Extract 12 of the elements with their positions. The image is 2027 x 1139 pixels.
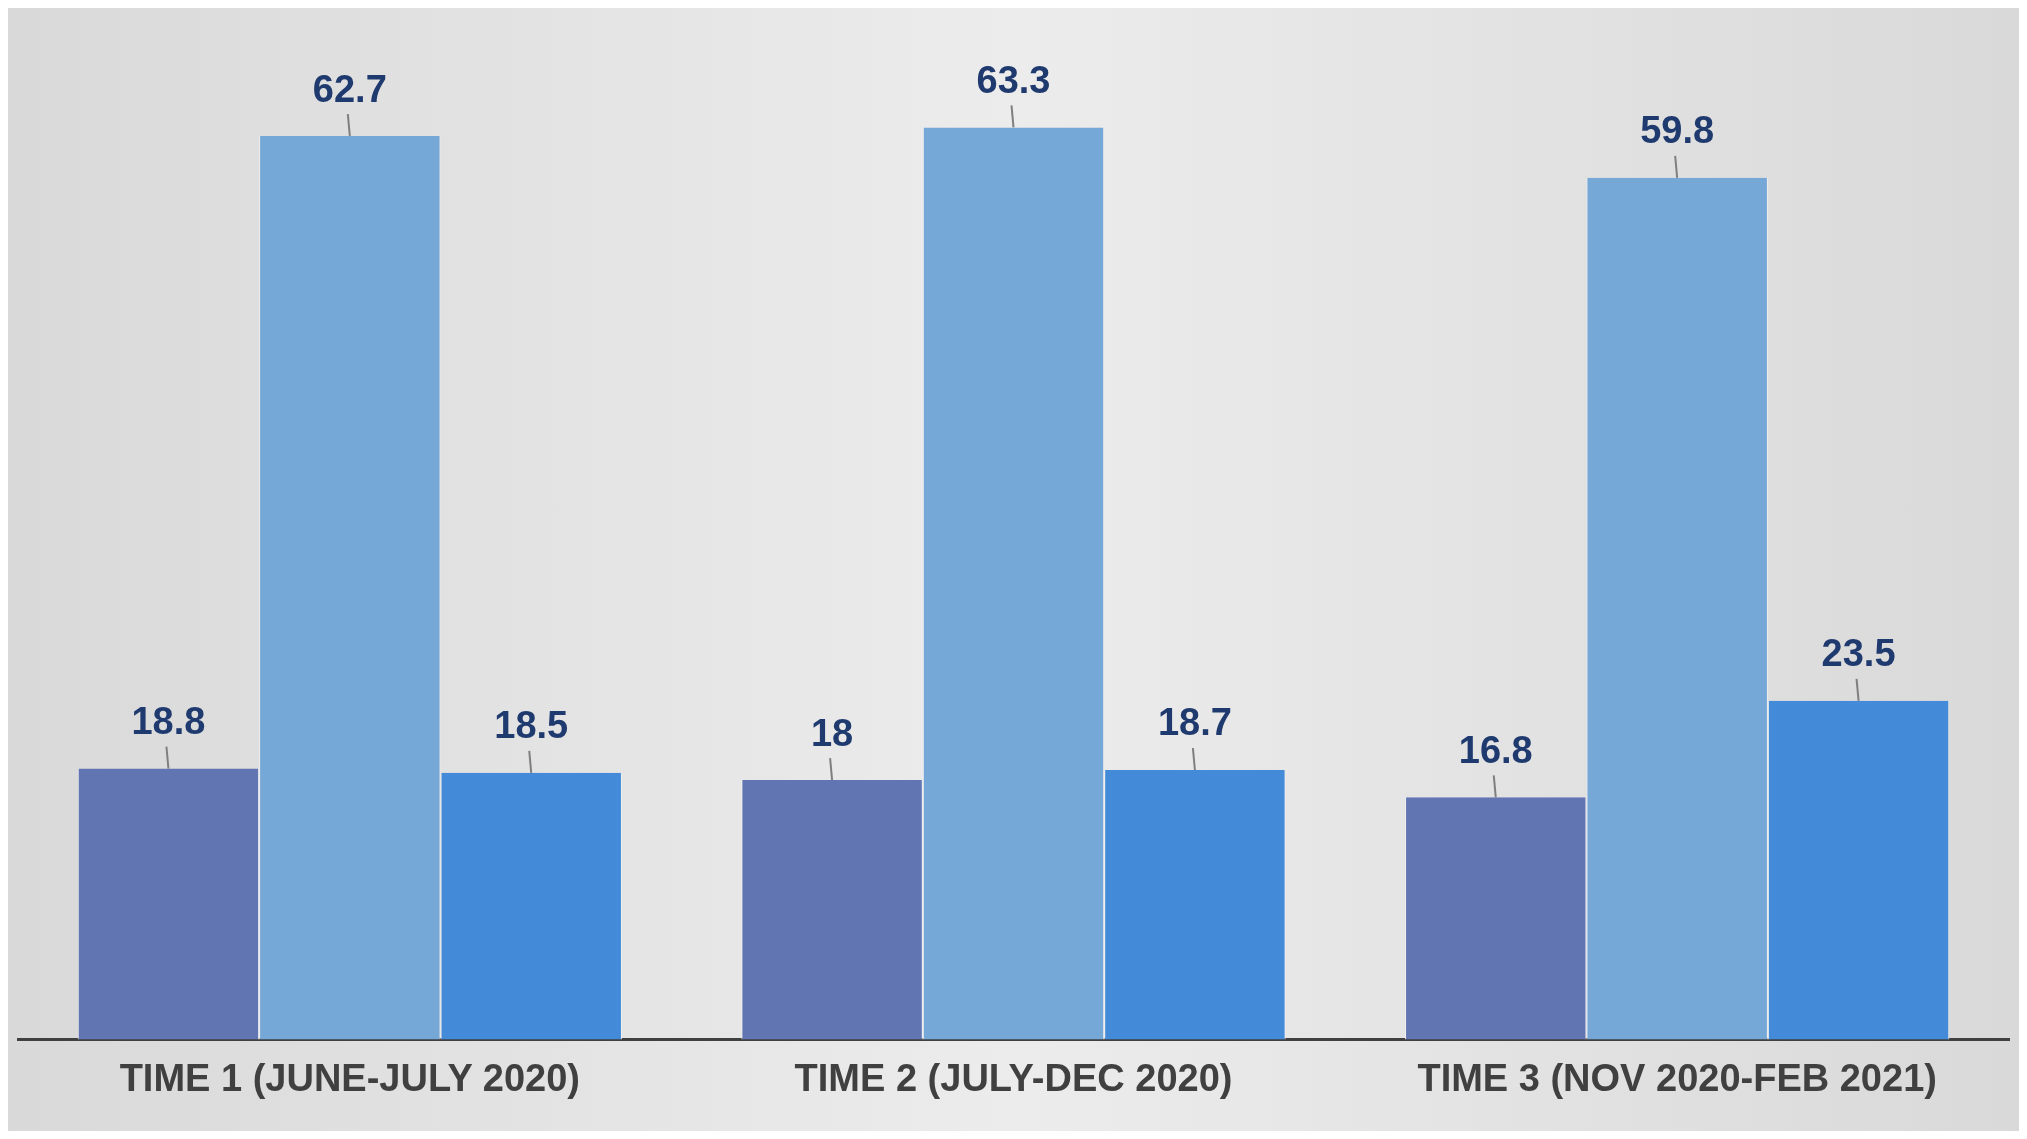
data-label: 63.3 (976, 58, 1051, 101)
data-label: 18.7 (1157, 701, 1232, 744)
data-label: 59.8 (1640, 109, 1715, 152)
data-label: 18.8 (131, 700, 206, 743)
data-label: 23.5 (1821, 632, 1896, 675)
x-tick-label: TIME 2 (JULY-DEC 2020) (794, 1056, 1233, 1099)
data-label: 18 (810, 711, 854, 754)
data-label: 62.7 (312, 67, 387, 110)
data-label: 18.5 (494, 704, 569, 747)
x-tick-label: TIME 3 (NOV 2020-FEB 2021) (1417, 1056, 1937, 1099)
x-tick-label: TIME 1 (JUNE-JULY 2020) (119, 1056, 581, 1099)
data-label: 16.8 (1458, 728, 1533, 771)
